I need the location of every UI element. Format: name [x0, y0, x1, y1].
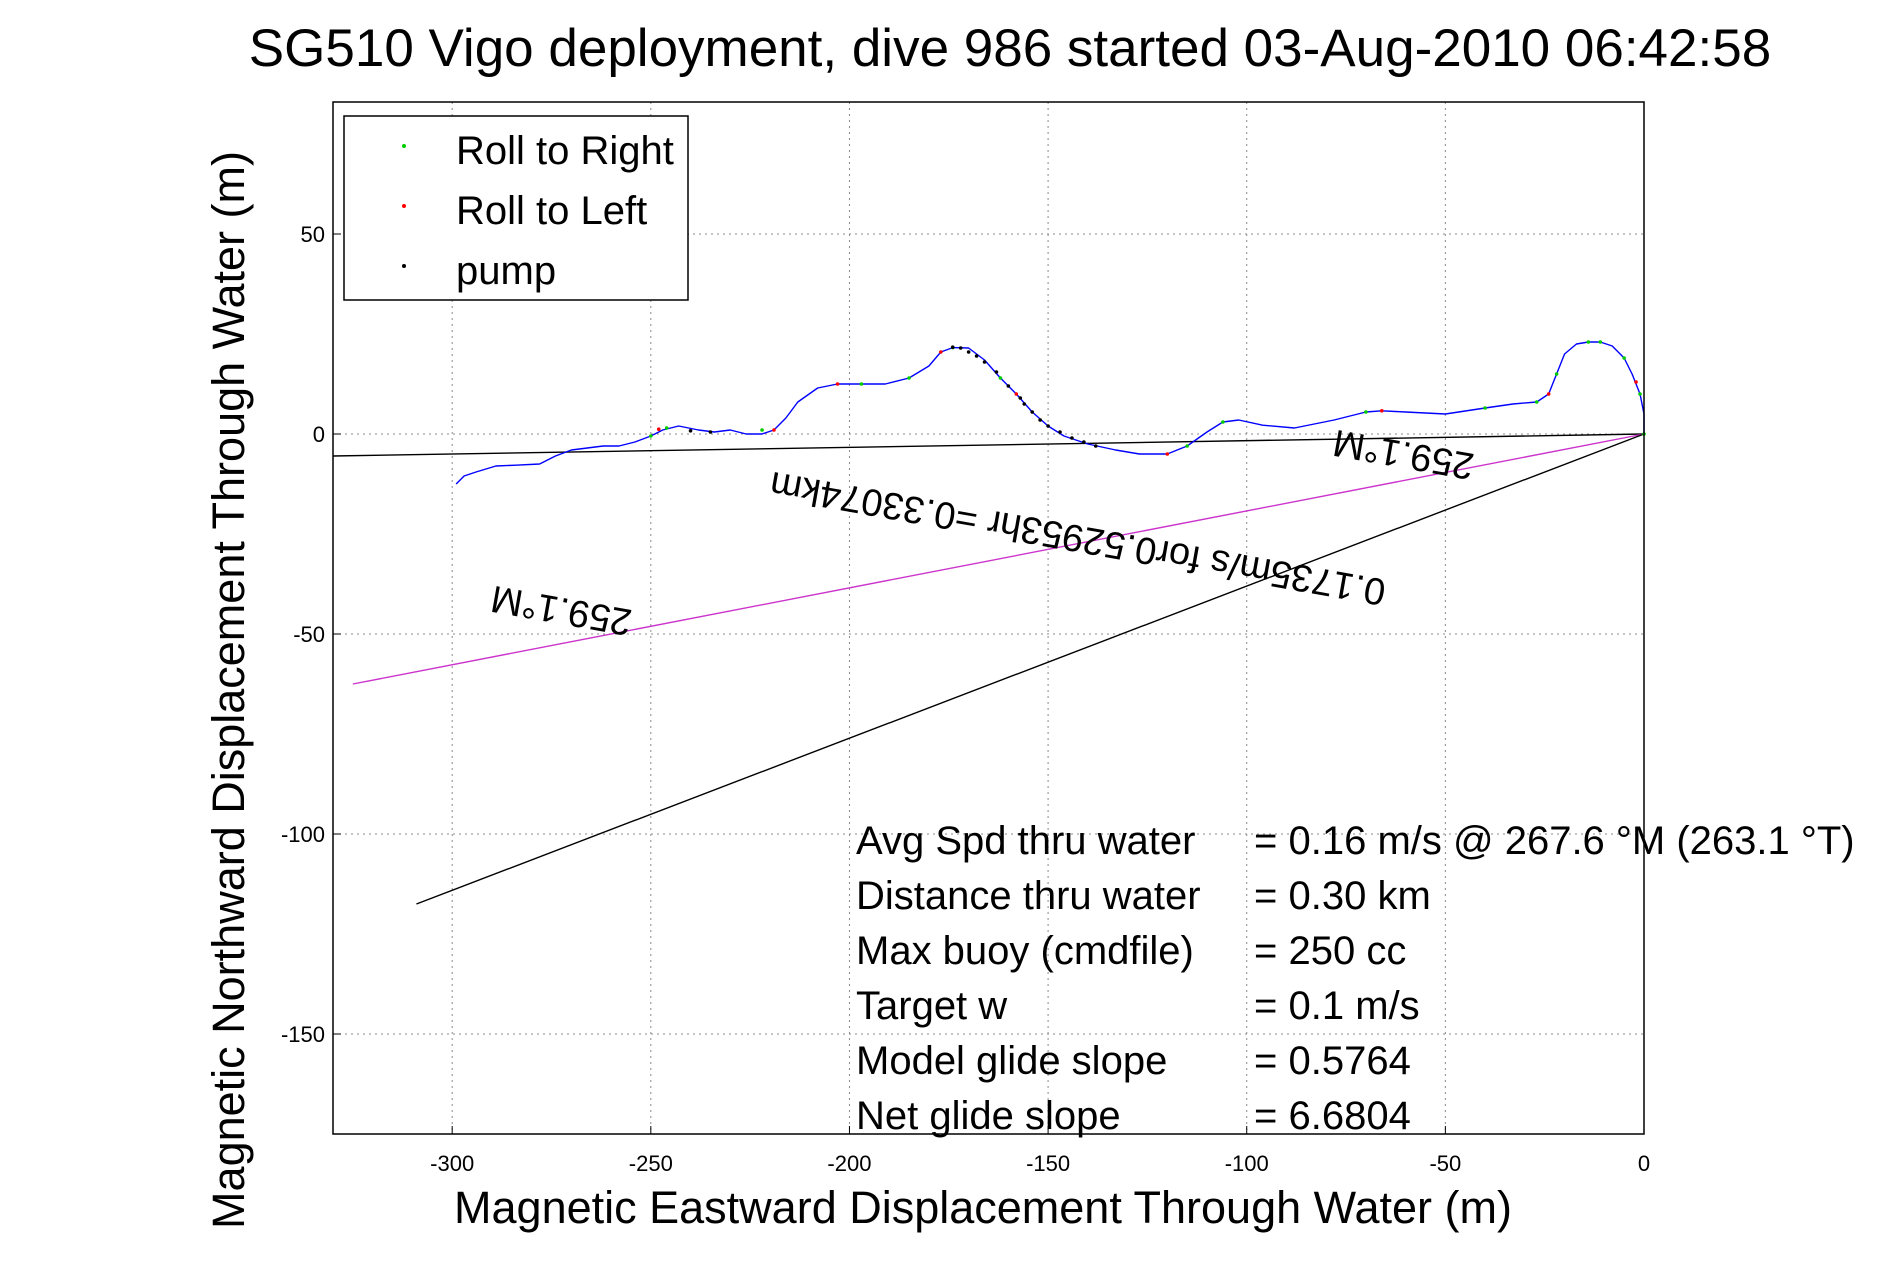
- pump-point: [982, 360, 987, 364]
- stat-value: = 0.1 m/s: [1254, 984, 1420, 1028]
- stat-label: Net glide slope: [856, 1094, 1121, 1138]
- pump-point: [950, 345, 955, 350]
- roll-left-point: [772, 428, 776, 432]
- x-tick-label: -50: [1429, 1151, 1461, 1176]
- roll-left-point: [1546, 392, 1551, 396]
- pump-point: [1022, 402, 1027, 406]
- legend-label: pump: [456, 249, 556, 293]
- pump-point: [1038, 418, 1042, 422]
- pump-point: [966, 350, 971, 354]
- stat-label: Distance thru water: [856, 874, 1201, 918]
- roll-right-point: [1598, 340, 1603, 344]
- pump-point: [994, 370, 999, 374]
- y-tick-label: 50: [301, 222, 325, 247]
- y-tick-label: -150: [281, 1022, 325, 1047]
- legend-marker: [402, 144, 406, 148]
- roll-right-point: [1221, 420, 1225, 424]
- legend-marker: [402, 264, 406, 268]
- plot-frame: [332, 101, 1645, 1135]
- roll-right-point: [1185, 444, 1189, 448]
- roll-right-point: [1554, 372, 1559, 376]
- stat-value: = 6.6804: [1254, 1094, 1411, 1138]
- pump-point: [708, 430, 713, 434]
- roll-right-point: [859, 382, 864, 386]
- roll-left-point: [1165, 452, 1170, 456]
- roll-left-point: [939, 350, 943, 354]
- y-axis-label: Magnetic Northward Displacement Through …: [203, 151, 254, 1229]
- pump-point: [1058, 430, 1062, 434]
- pump-point: [1046, 424, 1050, 428]
- legend-marker: [402, 204, 406, 208]
- stat-value: = 0.30 km: [1254, 874, 1431, 918]
- stat-label: Max buoy (cmdfile): [856, 929, 1194, 973]
- pump-point: [1093, 444, 1098, 448]
- roll-right-point: [998, 376, 1003, 380]
- roll-right-point: [1364, 410, 1368, 414]
- roll-right-point: [907, 376, 911, 380]
- stat-value: = 0.16 m/s @ 267.6 °M (263.1 °T): [1254, 819, 1855, 863]
- roll-right-point: [760, 428, 764, 432]
- x-tick-label: -200: [827, 1151, 871, 1176]
- stats-block: Avg Spd thru water = 0.16 m/s @ 267.6 °M …: [856, 819, 1855, 1138]
- stat-label: Target w: [856, 984, 1007, 1028]
- legend-label: Roll to Left: [456, 189, 647, 233]
- chart-title: SG510 Vigo deployment, dive 986 started …: [249, 19, 1771, 78]
- series-layer: [332, 340, 1646, 905]
- x-axis-label: Magnetic Eastward Displacement Through W…: [454, 1182, 1512, 1233]
- pump-point: [1070, 436, 1074, 440]
- roll-left-point: [656, 427, 661, 432]
- y-tick-label: 0: [313, 422, 325, 447]
- roll-right-point: [1534, 400, 1539, 404]
- roll-right-point: [1483, 406, 1487, 410]
- roll-right-point: [1638, 392, 1642, 396]
- x-tick-label: 0: [1638, 1151, 1650, 1176]
- legend: Roll to Right Roll to Left pump: [343, 115, 689, 301]
- reference-line: [332, 433, 1645, 457]
- pump-point: [1082, 440, 1086, 444]
- roll-left-point: [1014, 392, 1019, 396]
- stat-label: Model glide slope: [856, 1039, 1167, 1083]
- roll-left-point: [1634, 380, 1638, 384]
- legend-box: [343, 115, 689, 301]
- roll-right-point: [664, 426, 669, 430]
- pump-point: [1030, 410, 1034, 414]
- stat-value: = 0.5764: [1254, 1039, 1411, 1083]
- roll-right-point: [1586, 340, 1591, 344]
- reference-line: [352, 433, 1645, 685]
- roll-left-point: [835, 382, 840, 386]
- pump-point: [958, 346, 963, 350]
- pump-point: [1006, 384, 1011, 388]
- x-tick-label: -250: [629, 1151, 673, 1176]
- y-tick-label: -50: [293, 622, 325, 647]
- pump-point: [974, 354, 979, 358]
- pump-point: [1018, 396, 1023, 400]
- roll-left-point: [1380, 409, 1384, 413]
- tick-labels: -300 -250 -200 -150 -100 -50 0 50 0 -50 -100 -150: [281, 222, 1650, 1176]
- reference-line: [416, 433, 1645, 905]
- pump-point: [688, 429, 693, 433]
- legend-label: Roll to Right: [456, 129, 674, 173]
- x-tick-label: -300: [430, 1151, 474, 1176]
- roll-right-point: [1622, 356, 1626, 360]
- roll-right-point: [649, 434, 653, 438]
- y-tick-label: -100: [281, 822, 325, 847]
- stat-value: = 250 cc: [1254, 929, 1406, 973]
- x-tick-label: -150: [1026, 1151, 1070, 1176]
- x-tick-label: -100: [1225, 1151, 1269, 1176]
- stat-label: Avg Spd thru water: [856, 819, 1195, 863]
